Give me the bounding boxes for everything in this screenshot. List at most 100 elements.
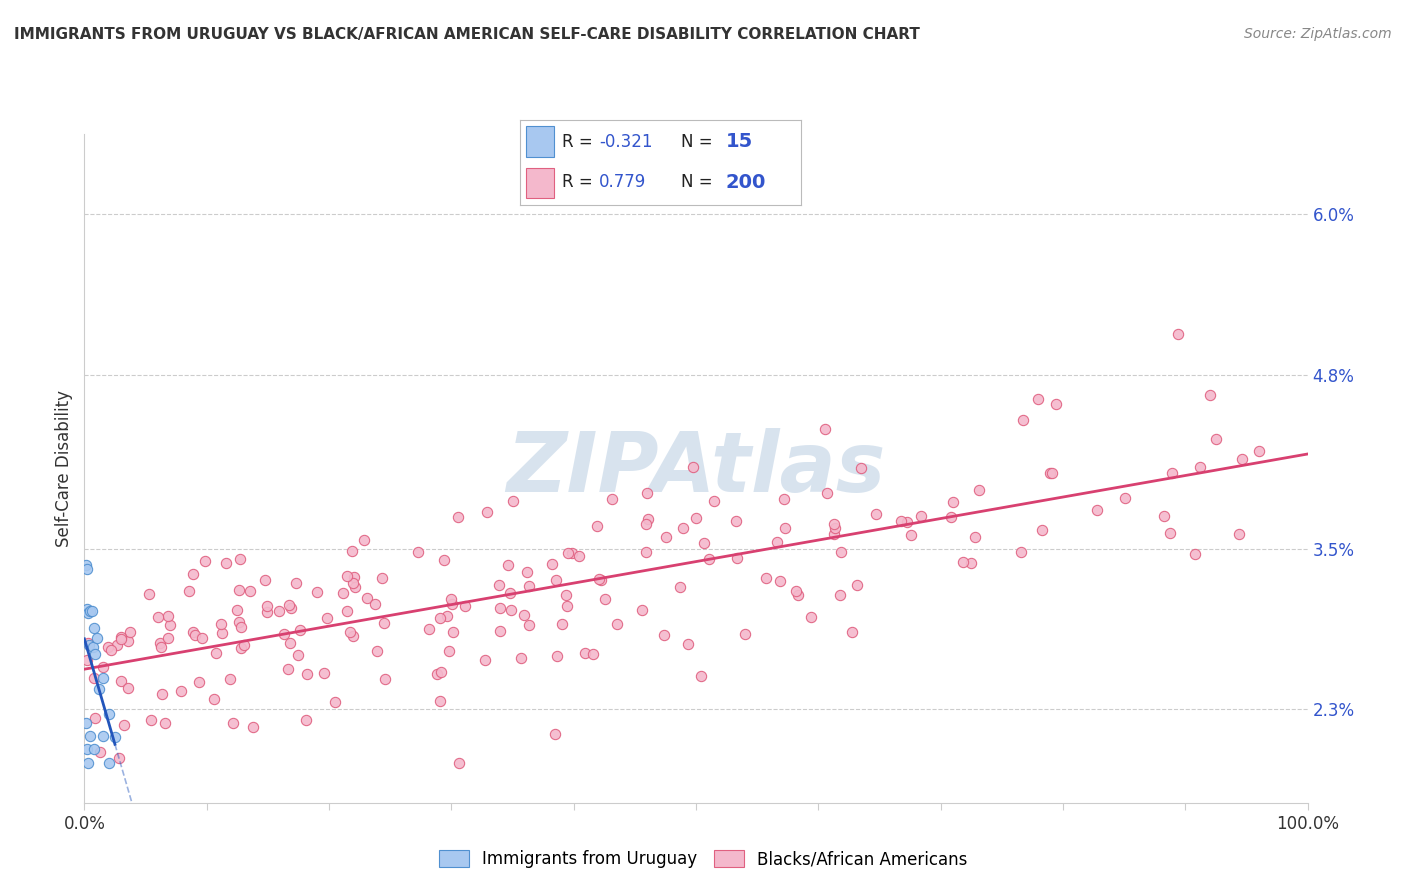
Point bbox=[551, 616, 574, 631]
Point bbox=[191, 631, 214, 645]
Point bbox=[229, 551, 252, 566]
Point bbox=[253, 573, 276, 587]
Point bbox=[238, 583, 260, 598]
Point bbox=[363, 597, 385, 611]
Point bbox=[785, 584, 807, 599]
Point bbox=[676, 637, 699, 651]
Point bbox=[786, 588, 808, 602]
Point bbox=[1010, 545, 1032, 559]
Point bbox=[703, 494, 725, 508]
Point bbox=[636, 485, 658, 500]
Point bbox=[277, 662, 299, 676]
Point bbox=[418, 622, 440, 636]
Point bbox=[823, 526, 845, 541]
Point bbox=[336, 568, 359, 582]
Point bbox=[97, 707, 120, 722]
Point bbox=[841, 625, 863, 640]
Point bbox=[280, 600, 302, 615]
Point bbox=[82, 640, 104, 655]
Point bbox=[725, 550, 748, 565]
Point bbox=[574, 646, 596, 660]
Point bbox=[1114, 491, 1136, 505]
Point bbox=[429, 611, 451, 625]
Point bbox=[84, 647, 107, 661]
Point bbox=[1039, 466, 1062, 480]
Point bbox=[305, 585, 328, 599]
Point bbox=[555, 588, 578, 602]
Point bbox=[233, 638, 256, 652]
Point bbox=[138, 587, 160, 601]
Point bbox=[441, 597, 464, 611]
Point bbox=[77, 756, 100, 770]
Point bbox=[952, 555, 974, 569]
Point bbox=[295, 667, 318, 681]
Point bbox=[1247, 444, 1270, 458]
Point bbox=[177, 583, 200, 598]
Point bbox=[269, 604, 291, 618]
Point bbox=[149, 635, 172, 649]
Point bbox=[100, 642, 122, 657]
Point bbox=[502, 493, 524, 508]
Point bbox=[75, 715, 97, 730]
Point bbox=[582, 648, 605, 662]
Point bbox=[332, 586, 354, 600]
Point bbox=[682, 459, 704, 474]
Point bbox=[1031, 523, 1053, 537]
Point bbox=[769, 574, 792, 588]
Point bbox=[690, 668, 713, 682]
Point bbox=[202, 691, 225, 706]
Point bbox=[652, 628, 675, 642]
Point bbox=[105, 639, 128, 653]
Point bbox=[108, 751, 131, 765]
Text: N =: N = bbox=[681, 133, 717, 151]
Point bbox=[430, 665, 453, 679]
Point bbox=[441, 625, 464, 640]
Point bbox=[120, 624, 142, 639]
Point bbox=[724, 514, 747, 528]
Point bbox=[1227, 526, 1250, 541]
Point bbox=[939, 509, 962, 524]
Point bbox=[1160, 467, 1182, 481]
Point bbox=[436, 609, 458, 624]
Point bbox=[1184, 547, 1206, 561]
Point bbox=[89, 745, 111, 759]
Point bbox=[343, 570, 366, 584]
Point bbox=[593, 591, 616, 606]
Point bbox=[447, 510, 470, 524]
Point bbox=[540, 557, 562, 571]
Point bbox=[963, 531, 986, 545]
Point bbox=[353, 533, 375, 548]
Point bbox=[280, 636, 302, 650]
Point bbox=[87, 682, 110, 697]
FancyBboxPatch shape bbox=[526, 168, 554, 198]
Point bbox=[159, 618, 181, 632]
Point bbox=[156, 632, 179, 646]
Point bbox=[84, 711, 107, 725]
Point bbox=[517, 618, 540, 632]
Point bbox=[277, 599, 299, 613]
Point bbox=[546, 574, 568, 588]
Point bbox=[433, 552, 456, 566]
Point bbox=[76, 561, 98, 575]
Point bbox=[284, 575, 307, 590]
Point bbox=[149, 640, 172, 654]
Point bbox=[231, 640, 253, 655]
Point bbox=[488, 578, 510, 592]
Point bbox=[959, 556, 981, 570]
Point bbox=[896, 515, 918, 529]
Legend: Immigrants from Uruguay, Blacks/African Americans: Immigrants from Uruguay, Blacks/African … bbox=[432, 843, 974, 875]
Point bbox=[211, 625, 233, 640]
Point bbox=[672, 521, 695, 535]
Text: ZIPAtlas: ZIPAtlas bbox=[506, 428, 886, 508]
Point bbox=[228, 583, 250, 598]
Point bbox=[655, 530, 678, 544]
Point bbox=[83, 742, 105, 756]
Point bbox=[76, 653, 98, 667]
Point bbox=[865, 508, 887, 522]
Point bbox=[316, 611, 339, 625]
Point bbox=[851, 461, 873, 475]
Point bbox=[474, 653, 496, 667]
Point bbox=[91, 659, 114, 673]
Text: 200: 200 bbox=[725, 173, 766, 192]
Point bbox=[555, 599, 578, 613]
